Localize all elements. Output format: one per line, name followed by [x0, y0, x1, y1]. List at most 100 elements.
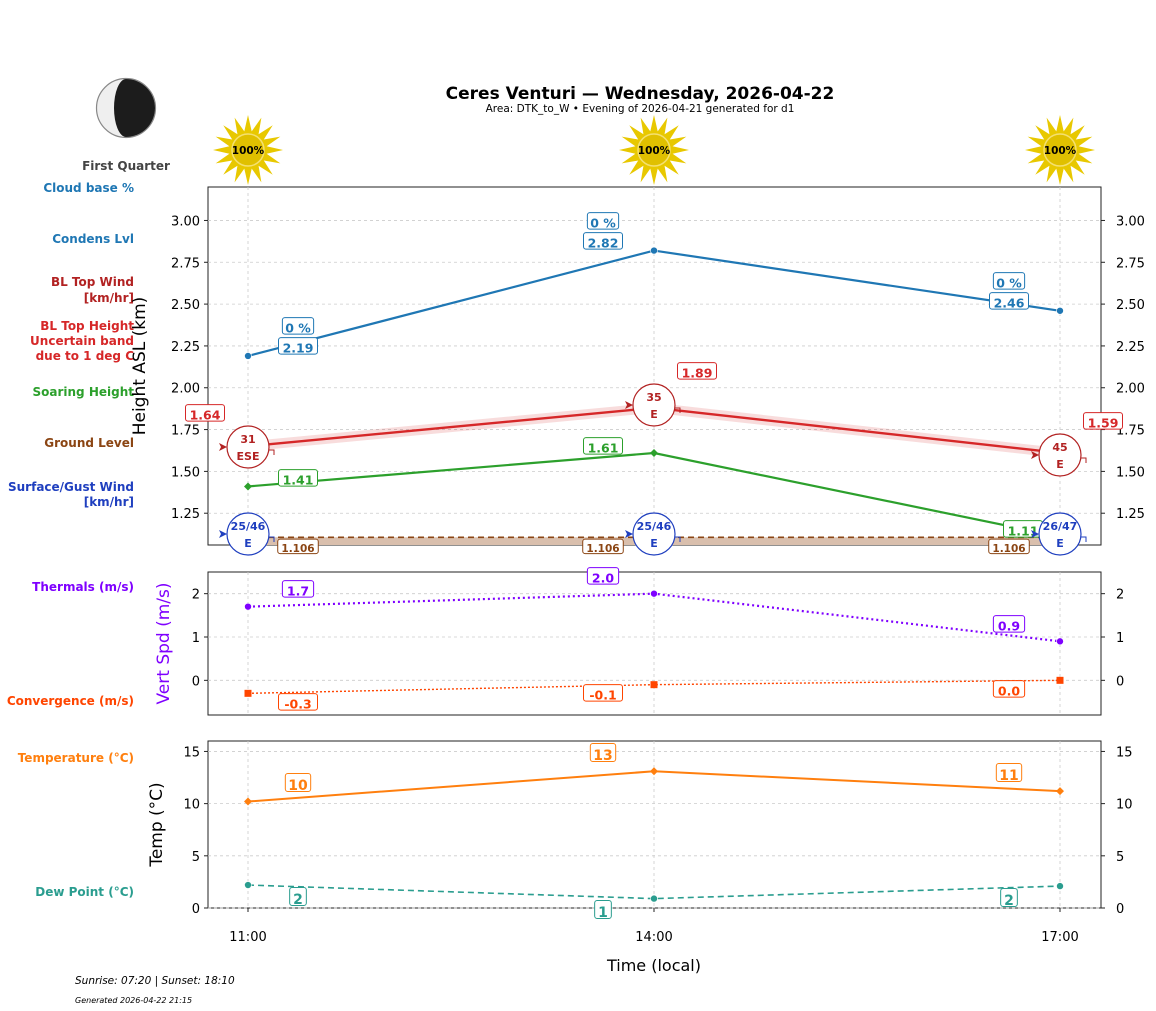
- cloud-base-label-text: 0 %: [285, 321, 311, 336]
- cloud-base-label-box: [586, 212, 620, 230]
- convergence-label-box: [278, 693, 318, 711]
- ground-label: 1.106: [582, 538, 624, 555]
- soaring-point: [244, 482, 252, 491]
- y-tick-label-right: 3.00: [1116, 214, 1145, 229]
- thermals-label-text: 2.0: [592, 571, 614, 586]
- dewpoint-label-box: [594, 900, 612, 919]
- sun-percent: 100%: [638, 145, 671, 157]
- y-tick-label-right: 0: [1116, 674, 1124, 689]
- bl-top-label-text: 1.64: [190, 408, 221, 423]
- condens-label-text: 2.82: [588, 236, 619, 251]
- ground-label-text: 1.106: [992, 543, 1025, 555]
- wind-tail: [1081, 536, 1087, 542]
- sunrise-sunset: Sunrise: 07:20 | Sunset: 18:10: [75, 975, 235, 987]
- row-label-soaring: Soaring Height: [33, 385, 135, 399]
- generated-timestamp: Generated 2026-04-22 21:15: [75, 996, 192, 1005]
- sun-disc: [1043, 133, 1077, 167]
- condens-label-box: [583, 232, 623, 250]
- x-axis-label: Time (local): [606, 956, 701, 975]
- thermals-label-text: 0.9: [998, 619, 1020, 634]
- plot-frame-2: [207, 740, 1102, 909]
- wind-direction: E: [244, 537, 252, 550]
- y-tick-label: 2.00: [171, 382, 200, 397]
- temperature-point: [650, 767, 658, 776]
- moon-shadow: [114, 79, 155, 137]
- dewpoint-label-text: 2: [1004, 893, 1014, 909]
- convergence-label-text: -0.3: [284, 697, 311, 712]
- ground-label: 1.106: [277, 538, 319, 555]
- page-title: Ceres Venturi — Wednesday, 2026-04-22: [446, 84, 835, 104]
- wind-speed: 35: [646, 391, 661, 404]
- y-tick-label-right: 1.75: [1116, 424, 1145, 439]
- y-axis-label: Height ASL (km): [130, 297, 150, 436]
- plot-frame-0: [207, 186, 1102, 546]
- y-tick-label: 2: [192, 588, 200, 603]
- y-tick-label: 2.50: [171, 298, 200, 313]
- condens-label-text: 2.46: [994, 296, 1025, 311]
- y-tick-label: 15: [183, 745, 200, 760]
- temperature-label-text: 13: [593, 748, 612, 764]
- soaring-label-text: 1.11: [1008, 524, 1039, 539]
- y-tick-label-right: 5: [1116, 850, 1124, 865]
- row-label-thermals: Thermals (m/s): [32, 580, 134, 594]
- dewpoint-point: [650, 894, 658, 903]
- condens-label-text: 2.19: [283, 341, 314, 356]
- convergence-label-text: -0.1: [589, 688, 616, 703]
- y-tick-label: 10: [183, 798, 200, 813]
- thermals-label: 2.0: [586, 567, 620, 586]
- moon-first-quarter-icon: [95, 77, 157, 139]
- surface-wind-barb: 25/46 E: [625, 512, 681, 556]
- wind-speed: 26/47: [1043, 520, 1078, 533]
- wind-arrow-icon: [625, 530, 633, 538]
- y-tick-label: 1.25: [171, 507, 200, 522]
- row-label-bl-top-2: Uncertain band: [30, 334, 134, 348]
- thermals-label: 1.7: [281, 580, 315, 599]
- x-tick-label: 14:00: [635, 930, 672, 945]
- condens-label: 2.46: [989, 292, 1029, 311]
- wind-tail: [675, 407, 681, 413]
- condens-label-box: [989, 292, 1029, 310]
- row-label-bl-wind-2: [km/hr]: [84, 291, 134, 305]
- row-label-dewpoint: Dew Point (°C): [35, 885, 134, 899]
- wind-tail: [675, 536, 681, 542]
- y-tick-label: 1.75: [171, 424, 200, 439]
- thermals-label: 0.9: [992, 615, 1026, 634]
- sun-disc: [637, 133, 671, 167]
- y-tick-label-right: 15: [1116, 745, 1133, 760]
- wind-arrow-icon: [625, 401, 633, 409]
- wind-direction: E: [650, 408, 658, 421]
- temperature-label-box: [589, 743, 617, 762]
- dewpoint-label-text: 2: [293, 892, 303, 908]
- ground-label-text: 1.106: [586, 543, 619, 555]
- temperature-label: 13: [589, 743, 617, 764]
- thermals-point: [1056, 637, 1064, 646]
- sun-icon: [619, 115, 689, 185]
- thermals-label-text: 1.7: [287, 584, 309, 599]
- row-label-bl-top-1: BL Top Height: [40, 319, 134, 333]
- temperature-point: [1056, 787, 1064, 796]
- convergence-point: [1056, 676, 1064, 684]
- convergence-label: -0.3: [278, 693, 318, 712]
- wind-direction: E: [1056, 458, 1064, 471]
- row-label-temperature: Temperature (°C): [18, 751, 134, 765]
- y-tick-label-right: 2.50: [1116, 298, 1145, 313]
- wind-arrow-icon: [219, 443, 227, 451]
- y-tick-label-right: 1.50: [1116, 465, 1145, 480]
- y-tick-label-right: 1: [1116, 631, 1124, 646]
- y-tick-label-right: 2.00: [1116, 382, 1145, 397]
- bl-top-label-box: [677, 362, 717, 380]
- wind-tail: [269, 536, 275, 542]
- ground-label-box: [988, 538, 1030, 555]
- y-tick-label: 3.00: [171, 214, 200, 229]
- bl-top-label-box: [1083, 412, 1123, 430]
- row-label-convergence: Convergence (m/s): [7, 694, 134, 708]
- soaring-label: 1.41: [278, 469, 318, 488]
- dewpoint-label-box: [1000, 888, 1018, 907]
- y-axis-label: Vert Spd (m/s): [154, 582, 174, 704]
- bl-top-label: 1.64: [185, 404, 225, 423]
- convergence-point: [650, 681, 658, 689]
- x-tick-label: 17:00: [1041, 930, 1078, 945]
- wind-direction: E: [650, 537, 658, 550]
- y-tick-label-right: 2: [1116, 588, 1124, 603]
- row-label-condens: Condens Lvl: [52, 232, 134, 246]
